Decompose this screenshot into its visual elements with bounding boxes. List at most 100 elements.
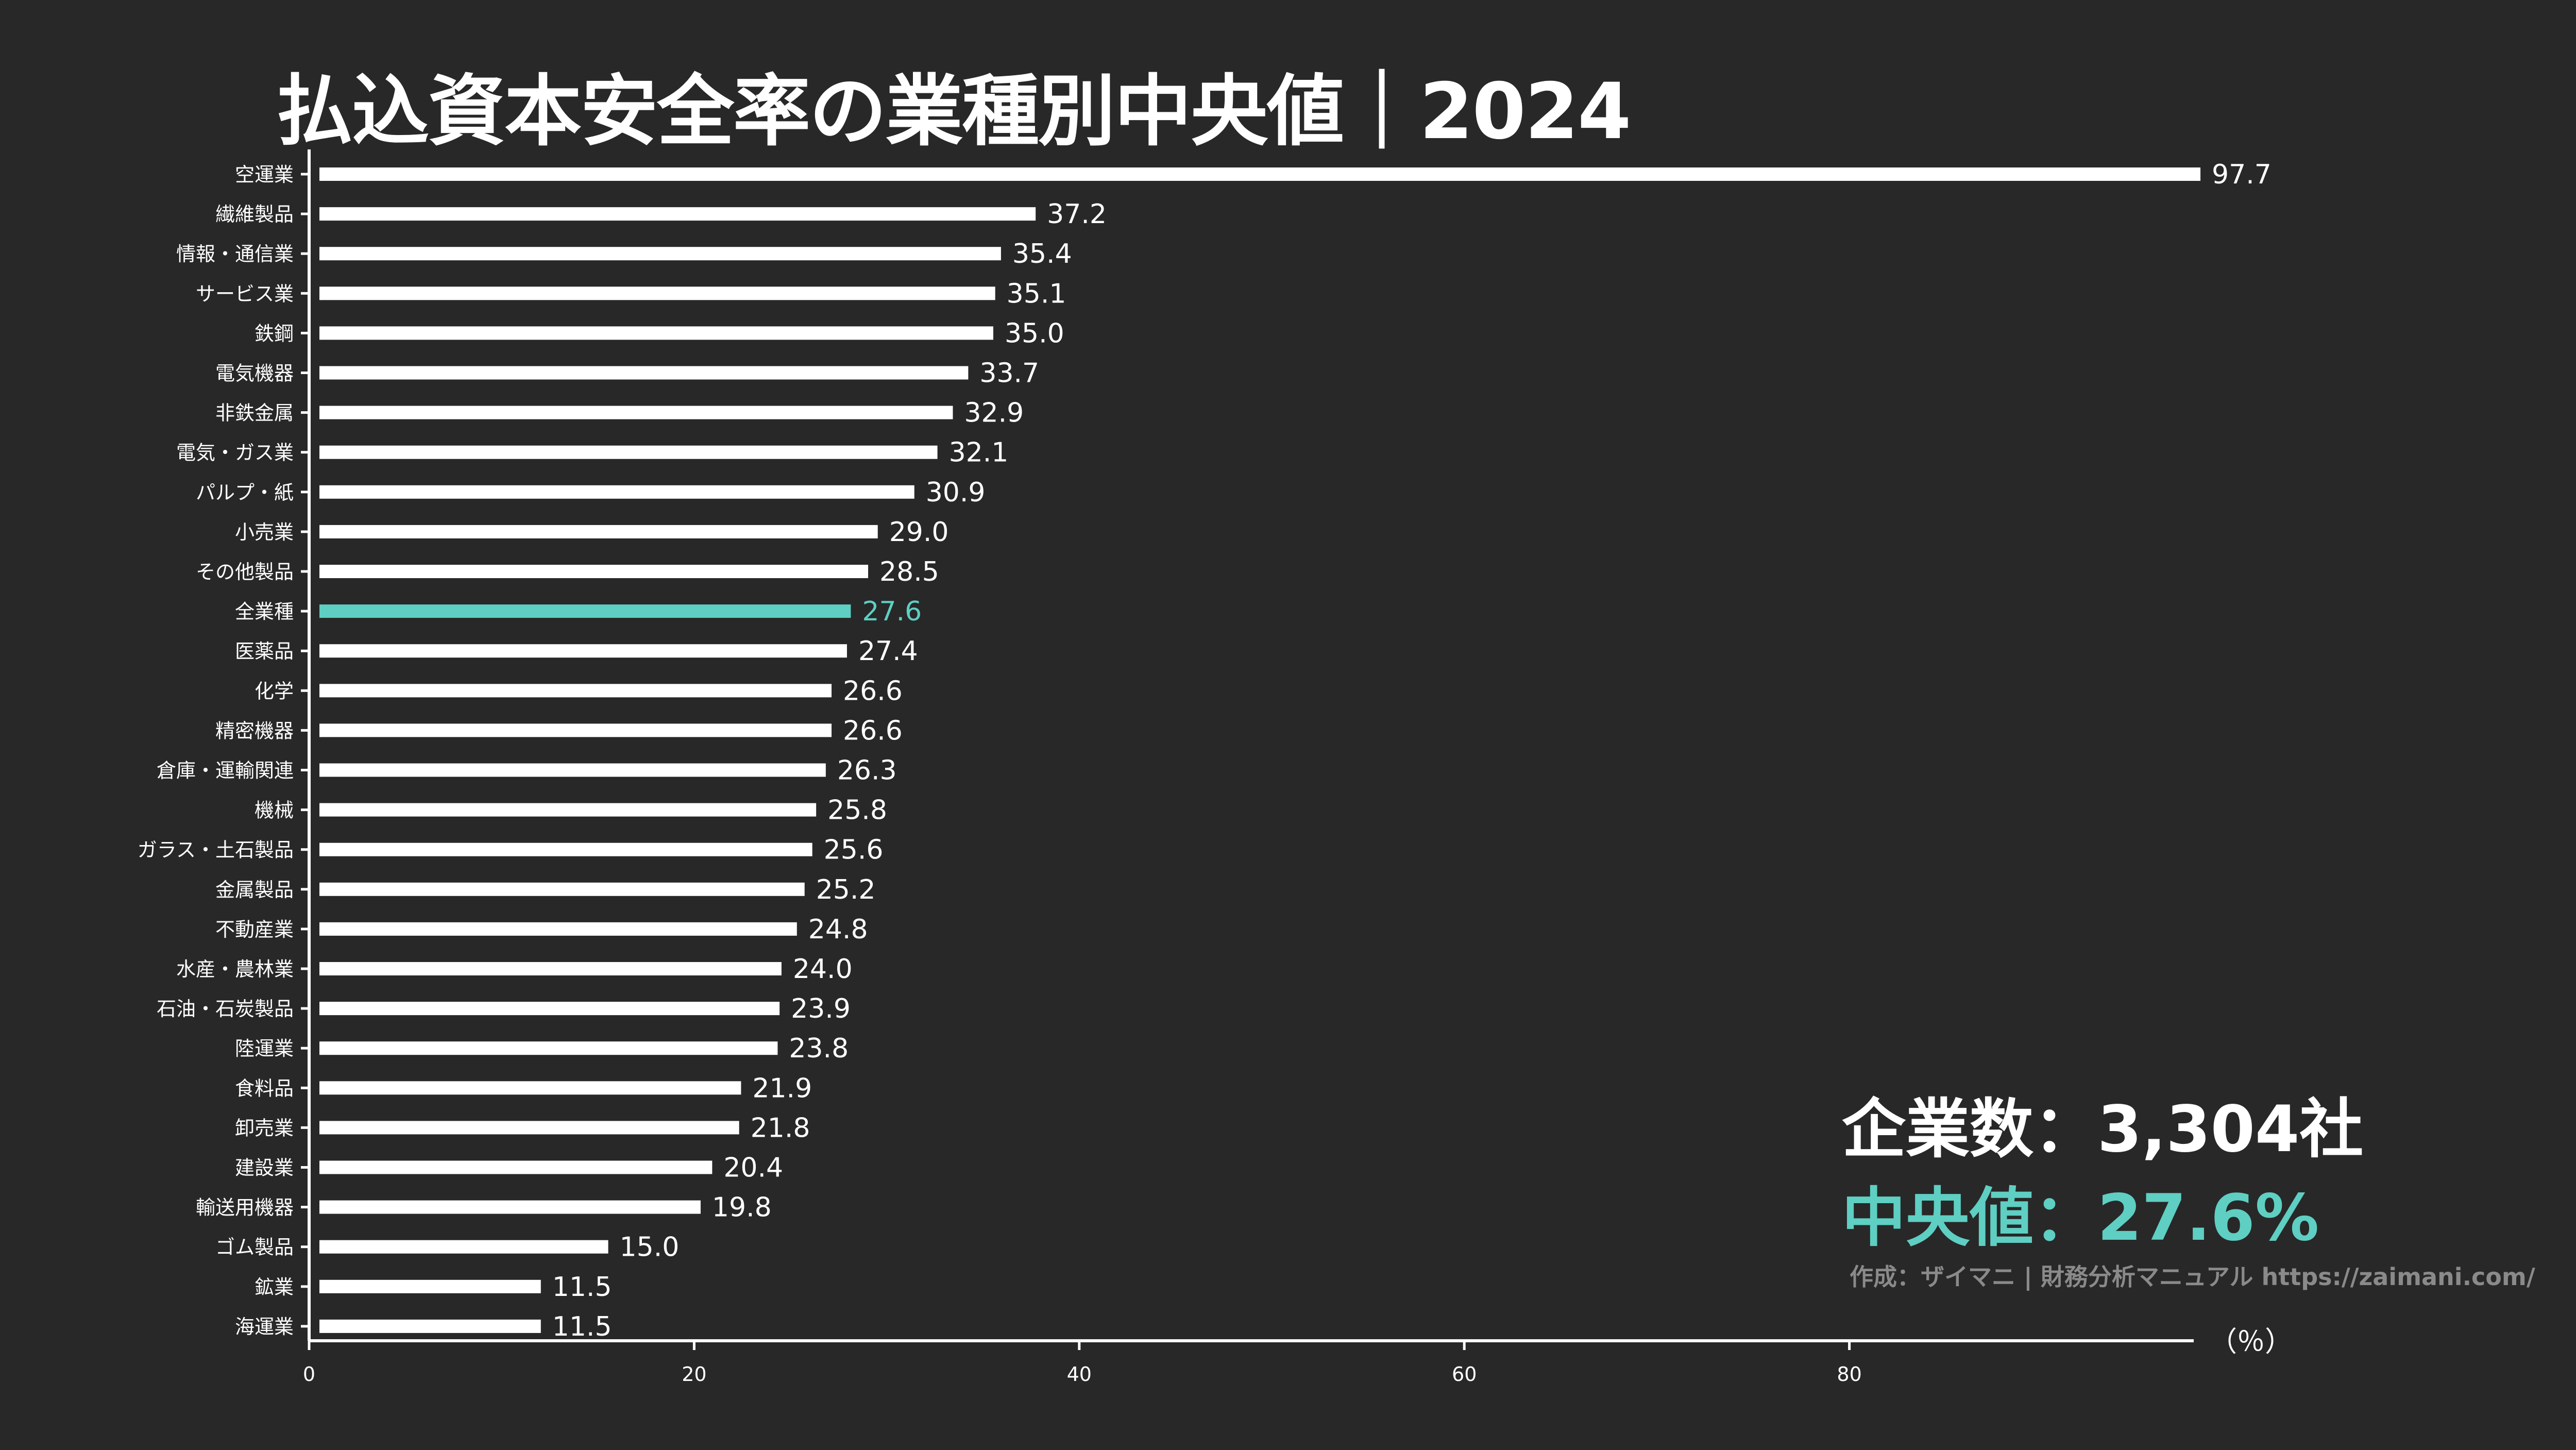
category-label: 輸送用機器 — [196, 1196, 294, 1219]
company-count-label: 企業数：3,304社 — [1842, 1092, 2364, 1167]
value-label: 37.2 — [1047, 199, 1107, 230]
value-label: 11.5 — [552, 1311, 612, 1342]
bar — [319, 1081, 741, 1095]
credit-text: 作成：ザイマニ | 財務分析マニュアル https://zaimani.com/ — [1850, 1263, 2535, 1291]
category-label: 電気機器 — [215, 362, 294, 385]
bar — [319, 565, 869, 578]
category-label: 小売業 — [235, 521, 294, 544]
bar — [319, 445, 938, 459]
value-label: 24.8 — [808, 914, 868, 945]
category-label: 不動産業 — [215, 918, 294, 941]
category-label: ゴム製品 — [215, 1236, 294, 1259]
category-label: 金属製品 — [215, 879, 294, 901]
value-label: 25.2 — [816, 874, 876, 905]
bar — [319, 842, 812, 856]
value-label: 11.5 — [552, 1272, 612, 1303]
category-label: 全業種 — [235, 600, 294, 623]
bar — [319, 962, 782, 975]
value-label: 25.8 — [827, 795, 887, 826]
bar — [319, 723, 832, 737]
value-label: 35.1 — [1007, 278, 1066, 309]
value-label: 29.0 — [889, 517, 949, 548]
bar — [319, 525, 878, 538]
x-tick-label: 0 — [303, 1363, 315, 1386]
bar — [319, 684, 832, 698]
category-label: 電気・ガス業 — [176, 442, 294, 464]
bar — [319, 763, 826, 777]
value-label: 15.0 — [620, 1232, 680, 1263]
bar — [319, 882, 805, 896]
category-label: 化学 — [255, 680, 294, 702]
category-label: 鉄鋼 — [255, 322, 294, 345]
median-label: 中央値：27.6% — [1842, 1181, 2319, 1255]
bar — [319, 1279, 541, 1293]
category-label: その他製品 — [196, 561, 294, 583]
bar — [319, 485, 914, 499]
value-label: 26.3 — [837, 755, 897, 786]
bar — [319, 1160, 713, 1174]
category-label: 建設業 — [235, 1157, 294, 1179]
value-label: 24.0 — [793, 954, 853, 985]
value-label: 32.9 — [964, 398, 1024, 429]
bar — [319, 644, 847, 658]
bar — [319, 167, 2201, 181]
value-label: 27.6 — [862, 596, 922, 627]
category-label: 精密機器 — [215, 719, 294, 742]
bar — [319, 1002, 780, 1016]
bar — [319, 366, 969, 380]
bar — [319, 207, 1036, 221]
value-label: 23.9 — [791, 993, 851, 1024]
value-label: 27.4 — [858, 636, 918, 667]
category-label: 鉱業 — [255, 1276, 294, 1299]
bar — [319, 1041, 778, 1055]
x-tick-label: 40 — [1067, 1363, 1092, 1386]
bar — [319, 604, 851, 618]
value-label: 25.6 — [824, 835, 884, 866]
x-tick-label: 20 — [682, 1363, 706, 1386]
bar — [319, 247, 1001, 261]
value-label: 35.4 — [1012, 239, 1072, 269]
category-label: 情報・通信業 — [176, 243, 294, 265]
value-label: 35.0 — [1005, 318, 1064, 349]
x-axis-label: （％） — [2209, 1325, 2293, 1358]
bar — [319, 803, 817, 817]
value-label: 21.9 — [752, 1073, 812, 1104]
category-label: 非鉄金属 — [215, 402, 294, 425]
value-label: 26.6 — [843, 715, 903, 746]
category-label: 海運業 — [235, 1316, 294, 1338]
bar — [319, 1121, 739, 1135]
bar — [319, 286, 995, 300]
axes-layer: 空運業繊維製品情報・通信業サービス業鉄鋼電気機器非鉄金属電気・ガス業パルプ・紙小… — [138, 149, 2293, 1386]
value-label: 19.8 — [712, 1192, 772, 1223]
value-label: 21.8 — [751, 1112, 810, 1143]
category-label: 機械 — [255, 799, 294, 822]
bar — [319, 326, 993, 340]
category-label: 石油・石炭製品 — [157, 998, 294, 1020]
bar — [319, 1319, 541, 1333]
category-label: ガラス・土石製品 — [138, 839, 294, 862]
value-label: 32.1 — [949, 437, 1009, 468]
value-label: 20.4 — [723, 1153, 783, 1184]
value-label: 30.9 — [926, 477, 986, 508]
value-label: 26.6 — [843, 676, 903, 706]
bar — [319, 1240, 608, 1254]
x-tick-label: 80 — [1837, 1363, 1861, 1386]
category-label: 陸運業 — [235, 1037, 294, 1060]
category-label: パルプ・紙 — [196, 481, 294, 504]
value-label: 23.8 — [789, 1033, 849, 1064]
x-tick-label: 60 — [1452, 1363, 1477, 1386]
category-label: 倉庫・運輸関連 — [157, 760, 294, 782]
category-label: 医薬品 — [235, 640, 294, 663]
category-label: 空運業 — [235, 163, 294, 186]
category-label: サービス業 — [196, 282, 294, 305]
category-label: 繊維製品 — [215, 203, 294, 226]
category-label: 水産・農林業 — [176, 958, 294, 981]
bar — [319, 406, 953, 419]
category-label: 卸売業 — [235, 1117, 294, 1139]
value-label: 97.7 — [2212, 159, 2272, 190]
bars-layer: 97.7 37.2 35.4 35.1 35.0 33.7 32.9 32.1 30.9 29.0… — [319, 159, 2272, 1342]
bar — [319, 922, 797, 936]
value-label: 28.5 — [879, 557, 939, 587]
chart-title: 払込資本安全率の業種別中央値｜2024 — [276, 67, 1631, 157]
